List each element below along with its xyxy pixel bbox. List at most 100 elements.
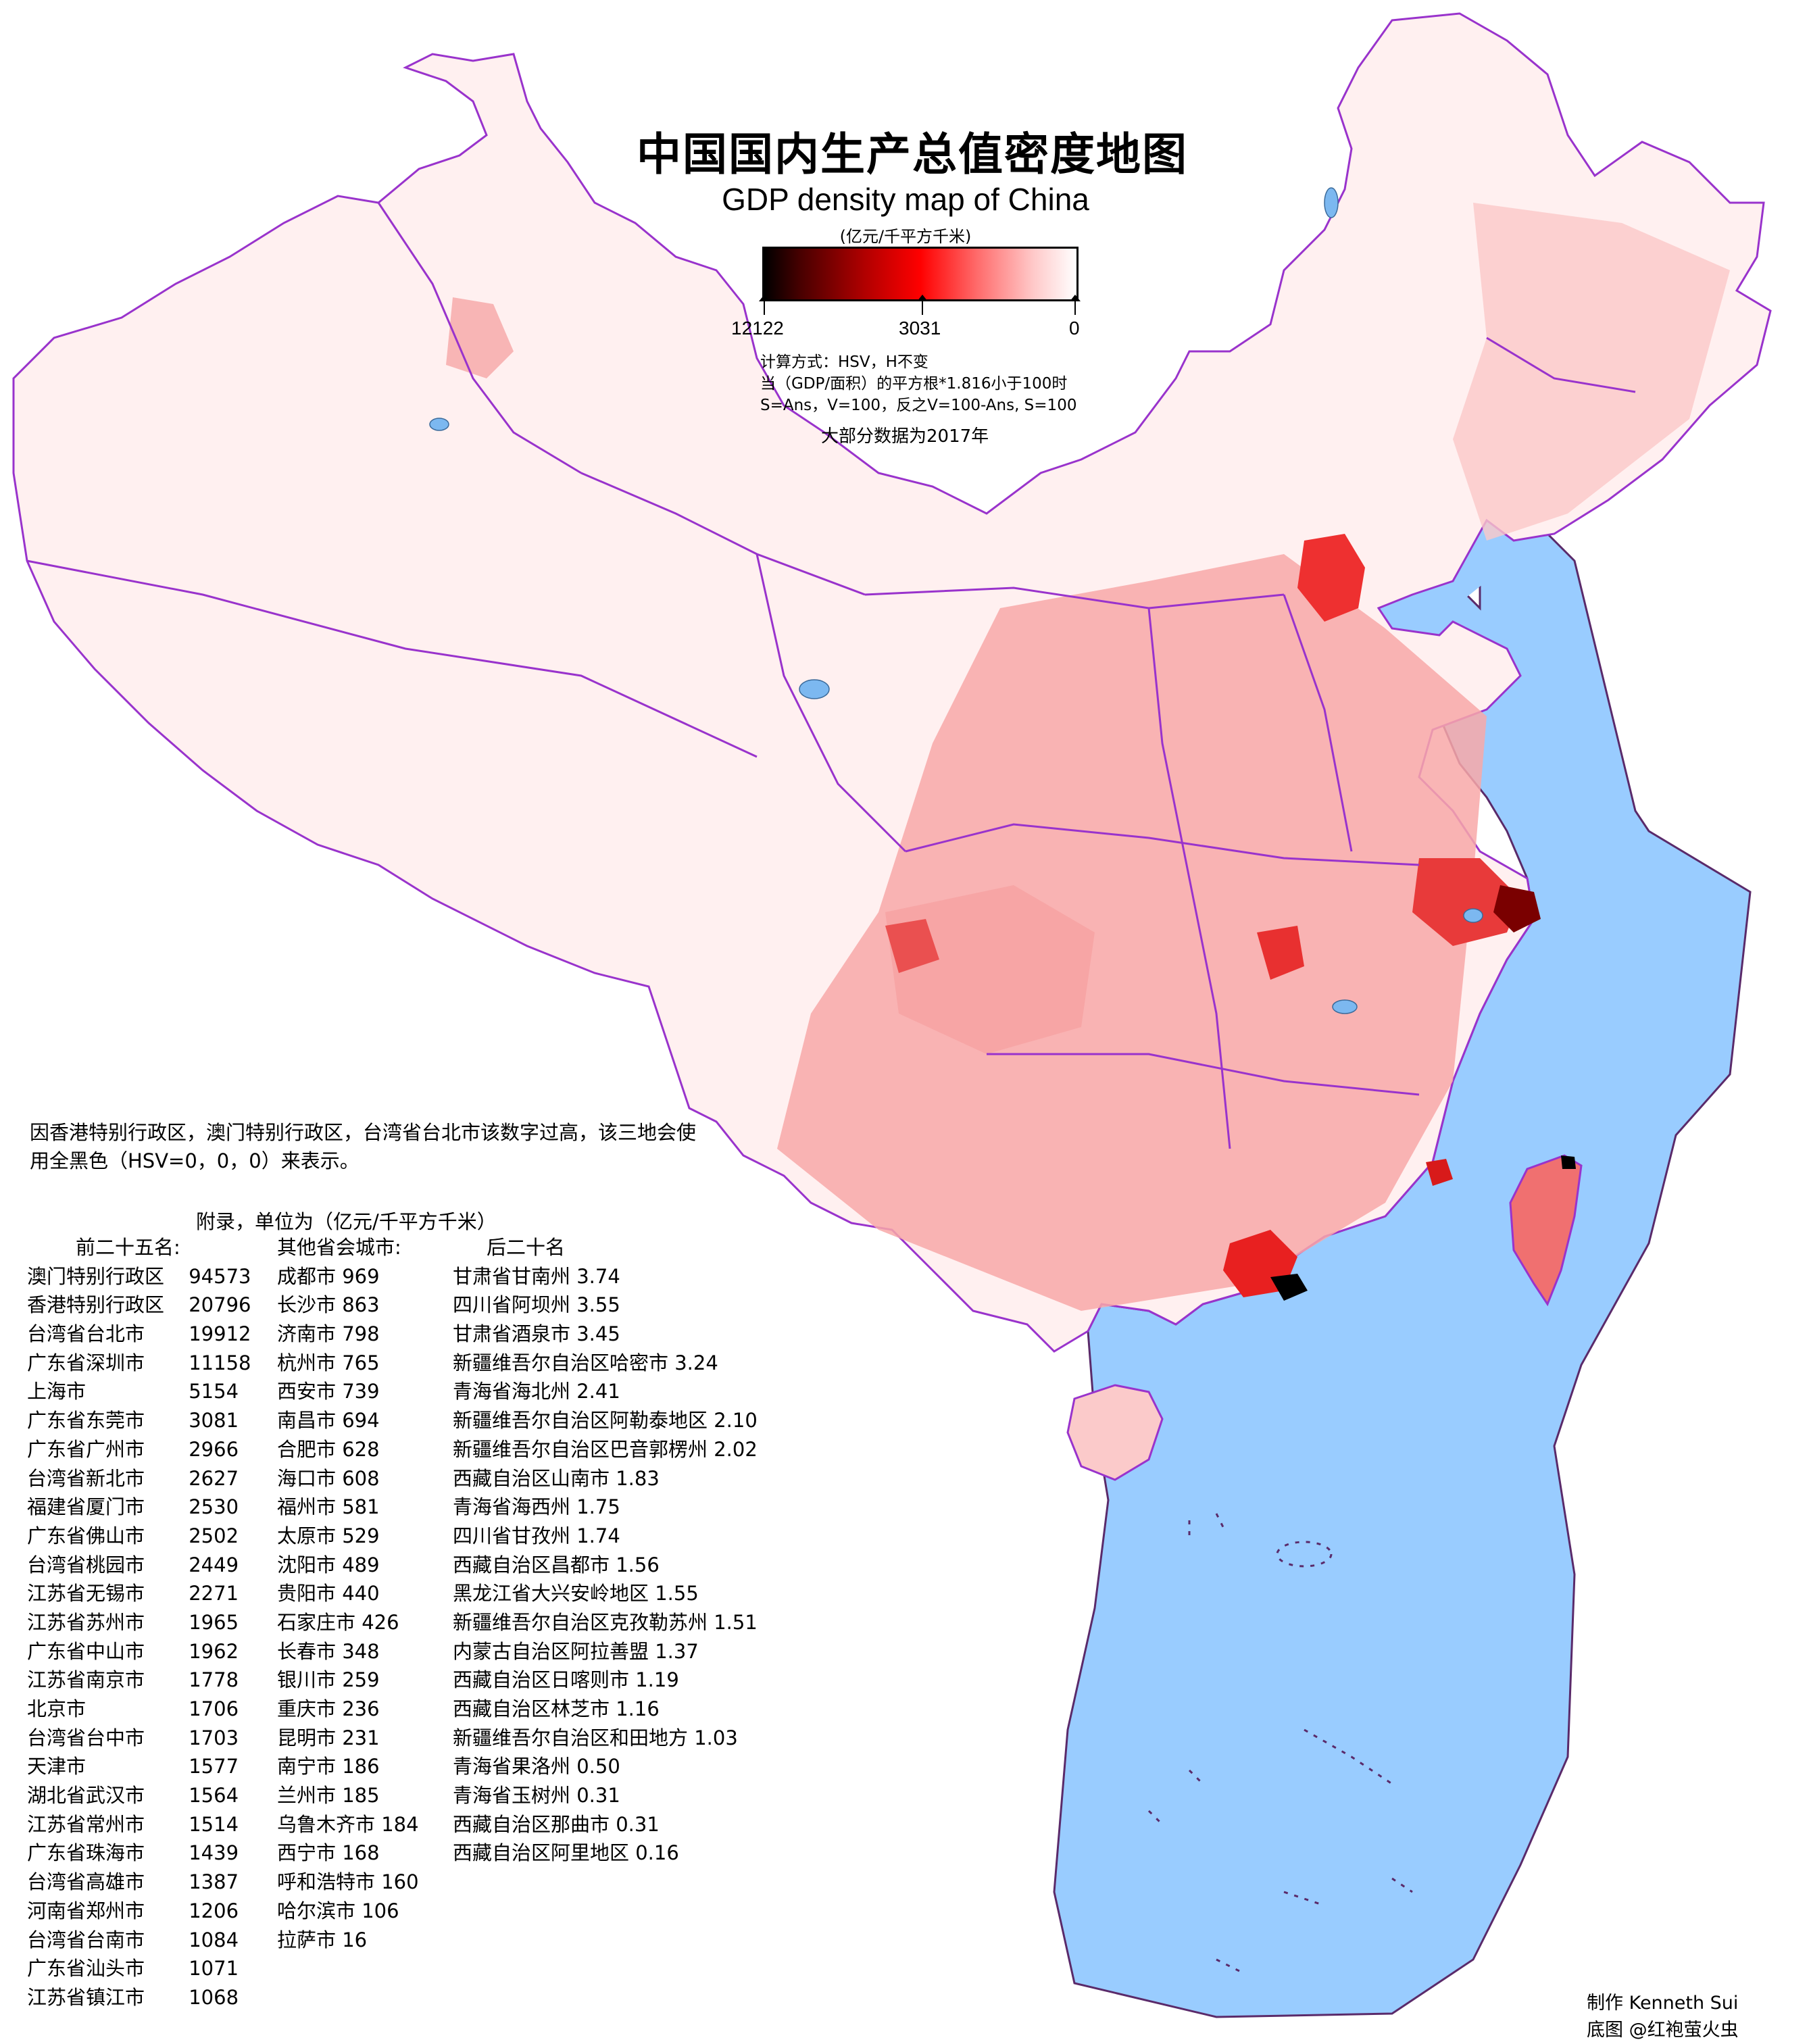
item-name: 南宁市 bbox=[277, 1755, 337, 1778]
appendix-title: 附录，单位为（亿元/千平方千米） bbox=[196, 1210, 497, 1233]
item-name: 广东省佛山市 bbox=[27, 1524, 145, 1547]
list-item: 广东省东莞市 3081 bbox=[27, 1406, 297, 1435]
item-value: 0.16 bbox=[635, 1841, 679, 1865]
item-value: 1206 bbox=[189, 1899, 239, 1922]
region-shenzhen-hk bbox=[1270, 1274, 1308, 1301]
item-name: 西藏自治区阿里地区 bbox=[453, 1841, 630, 1865]
item-name: 呼和浩特市 bbox=[277, 1870, 376, 1894]
item-value: 0.31 bbox=[616, 1812, 660, 1836]
item-value: 3.45 bbox=[576, 1322, 620, 1346]
item-name: 乌鲁木齐市 bbox=[277, 1812, 376, 1836]
list-item: 石家庄市 426 bbox=[277, 1608, 466, 1637]
list-item: 哈尔滨市 106 bbox=[277, 1897, 466, 1926]
region-sichuan bbox=[885, 885, 1095, 1054]
item-value: 798 bbox=[342, 1322, 380, 1346]
item-value: 1084 bbox=[189, 1928, 239, 1951]
list-item: 广东省佛山市 2502 bbox=[27, 1522, 297, 1551]
item-name: 海口市 bbox=[277, 1466, 337, 1490]
list-item: 江苏省南京市 1778 bbox=[27, 1666, 297, 1695]
item-value: 3.55 bbox=[576, 1293, 620, 1317]
list-item: 台湾省台北市 19912 bbox=[27, 1320, 297, 1349]
item-name: 沈阳市 bbox=[277, 1553, 337, 1576]
item-name: 江苏省常州市 bbox=[27, 1812, 145, 1836]
item-name: 西藏自治区林芝市 bbox=[453, 1697, 610, 1721]
bottom20-heading: 后二十名 bbox=[487, 1236, 566, 1259]
list-item: 西藏自治区阿里地区 0.16 bbox=[453, 1839, 872, 1868]
black-color-note: 因香港特别行政区，澳门特别行政区，台湾省台北市该数字过高，该三地会使用全黑色（H… bbox=[30, 1121, 697, 1172]
list-item: 澳门特别行政区 94573 bbox=[27, 1262, 297, 1291]
capitals-heading: 其他省会城市: bbox=[277, 1236, 401, 1259]
item-value: 1.37 bbox=[655, 1639, 699, 1663]
item-name: 香港特别行政区 bbox=[27, 1293, 165, 1317]
list-item: 沈阳市 489 bbox=[277, 1551, 466, 1580]
item-value: 608 bbox=[342, 1466, 380, 1490]
item-name: 天津市 bbox=[27, 1755, 86, 1778]
list-item: 广东省珠海市 1439 bbox=[27, 1839, 297, 1868]
legend-label-max: 12122 bbox=[731, 318, 784, 339]
list-item: 新疆维吾尔自治区阿勒泰地区 2.10 bbox=[453, 1406, 872, 1435]
list-item: 广东省中山市 1962 bbox=[27, 1637, 297, 1666]
item-value: 231 bbox=[342, 1726, 380, 1749]
list-item: 长沙市 863 bbox=[277, 1291, 466, 1320]
legend-tick-mid bbox=[917, 295, 928, 315]
item-value: 2502 bbox=[189, 1524, 239, 1547]
legend-tick-max bbox=[759, 295, 770, 315]
list-item: 西安市 739 bbox=[277, 1377, 466, 1406]
credits: 制作 Kenneth Sui 底图 @红袍萤火虫 bbox=[1587, 1990, 1789, 2044]
list-item: 南宁市 186 bbox=[277, 1752, 466, 1781]
calculation-line: 当（GDP/面积）的平方根*1.816小于100时 bbox=[760, 375, 1068, 393]
item-name: 贵阳市 bbox=[277, 1582, 337, 1605]
item-value: 3081 bbox=[189, 1409, 239, 1432]
item-value: 1564 bbox=[189, 1784, 239, 1808]
item-value: 2.41 bbox=[576, 1380, 620, 1403]
item-name: 台湾省桃园市 bbox=[27, 1553, 145, 1576]
item-name: 江苏省无锡市 bbox=[27, 1582, 145, 1605]
map-title-english: GDP density map of China bbox=[722, 182, 1089, 217]
list-item: 福州市 581 bbox=[277, 1493, 466, 1522]
list-item: 呼和浩特市 160 bbox=[277, 1868, 466, 1897]
list-item: 长春市 348 bbox=[277, 1637, 466, 1666]
list-item: 拉萨市 16 bbox=[277, 1926, 466, 1955]
list-item: 重庆市 236 bbox=[277, 1695, 466, 1724]
legend-label-min: 0 bbox=[1069, 318, 1080, 339]
item-name: 黑龙江省大兴安岭地区 bbox=[453, 1582, 649, 1605]
region-northeast bbox=[1453, 203, 1730, 541]
item-value: 2.10 bbox=[714, 1409, 758, 1432]
item-name: 西藏自治区山南市 bbox=[453, 1466, 610, 1490]
region-wuhan bbox=[1257, 926, 1304, 980]
list-item: 江苏省常州市 1514 bbox=[27, 1810, 297, 1839]
item-name: 四川省甘孜州 bbox=[453, 1524, 571, 1547]
item-name: 济南市 bbox=[277, 1322, 337, 1346]
item-value: 348 bbox=[342, 1639, 380, 1663]
list-item: 西藏自治区山南市 1.83 bbox=[453, 1464, 872, 1493]
item-value: 1706 bbox=[189, 1697, 239, 1721]
list-item: 新疆维吾尔自治区克孜勒苏州 1.51 bbox=[453, 1608, 872, 1637]
list-item: 合肥市 628 bbox=[277, 1435, 466, 1464]
list-item: 甘肃省酒泉市 3.45 bbox=[453, 1320, 872, 1349]
item-value: 1.03 bbox=[694, 1726, 738, 1749]
legend-color-bar bbox=[762, 247, 1079, 301]
item-name: 甘肃省甘南州 bbox=[453, 1264, 571, 1288]
item-value: 440 bbox=[342, 1582, 380, 1605]
list-item: 新疆维吾尔自治区和田地方 1.03 bbox=[453, 1724, 872, 1753]
list-item: 杭州市 765 bbox=[277, 1349, 466, 1378]
item-name: 广东省深圳市 bbox=[27, 1351, 145, 1374]
list-item: 西藏自治区那曲市 0.31 bbox=[453, 1810, 872, 1839]
item-name: 广东省广州市 bbox=[27, 1437, 145, 1461]
item-name: 江苏省镇江市 bbox=[27, 1985, 145, 2009]
item-name: 银川市 bbox=[277, 1668, 337, 1692]
calculation-method: 计算方式：HSV，H不变 当（GDP/面积）的平方根*1.816小于100时 S… bbox=[760, 351, 1139, 416]
list-item: 西藏自治区林芝市 1.16 bbox=[453, 1695, 872, 1724]
item-name: 兰州市 bbox=[277, 1784, 337, 1808]
item-value: 106 bbox=[362, 1899, 399, 1922]
list-item: 兰州市 185 bbox=[277, 1781, 466, 1810]
item-value: 16 bbox=[342, 1928, 368, 1951]
item-name: 台湾省台北市 bbox=[27, 1322, 145, 1346]
item-name: 青海省玉树州 bbox=[453, 1784, 571, 1808]
item-value: 529 bbox=[342, 1524, 380, 1547]
item-name: 台湾省新北市 bbox=[27, 1466, 145, 1490]
item-value: 5154 bbox=[189, 1380, 239, 1403]
list-item: 北京市 1706 bbox=[27, 1695, 297, 1724]
item-name: 福建省厦门市 bbox=[27, 1495, 145, 1519]
